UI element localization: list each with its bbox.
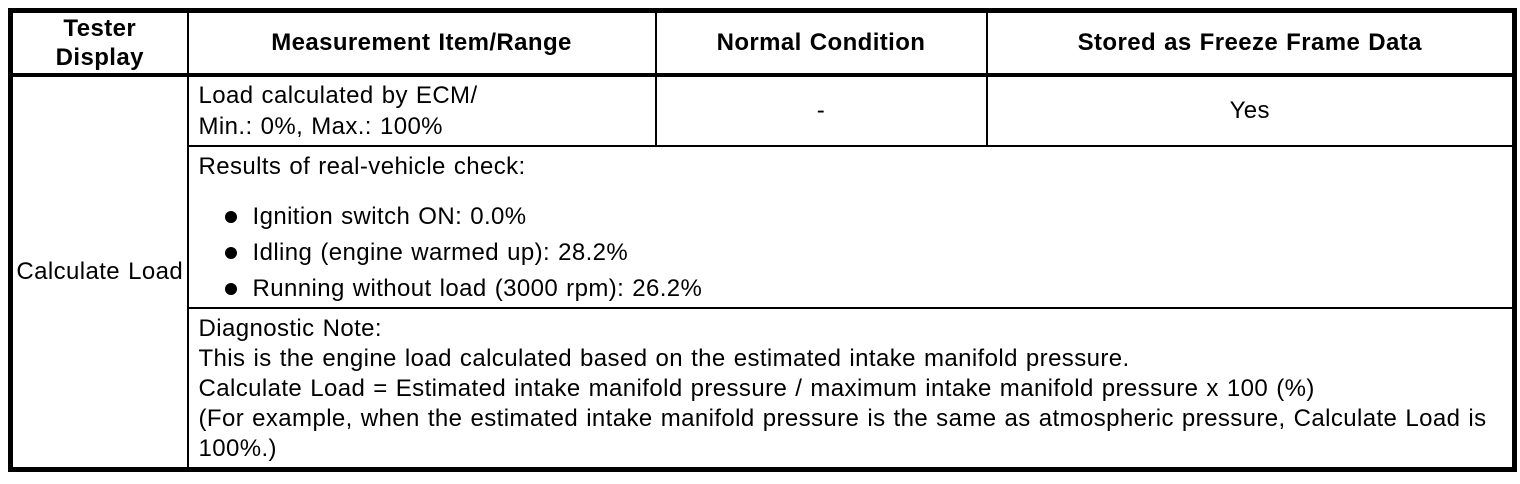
diagnostic-note-cell: Diagnostic Note: This is the engine load… (186, 306, 1516, 471)
freeze-frame-cell: Yes (985, 73, 1516, 147)
column-header-measurement-item-range: Measurement Item/Range (186, 9, 657, 77)
tester-display-cell: Calculate Load (9, 73, 189, 471)
bullet-icon (224, 246, 237, 259)
table-row-diagnostic-note: Diagnostic Note: This is the engine load… (11, 306, 1516, 471)
results-bullet-list: Ignition switch ON: 0.0% Idling (engine … (199, 199, 1503, 306)
tester-data-table: Tester Display Measurement Item/Range No… (8, 8, 1517, 472)
table-header-row: Tester Display Measurement Item/Range No… (9, 9, 1516, 77)
column-header-tester-display: Tester Display (9, 9, 189, 77)
measurement-line-2: Min.: 0%, Max.: 100% (198, 112, 443, 140)
bullet-text-idling: Idling (engine warmed up): 28.2% (252, 238, 629, 266)
bullet-text-ignition-on: Ignition switch ON: 0.0% (252, 202, 527, 230)
note-line-example: (For example, when the estimated intake … (198, 404, 1487, 432)
list-item: Ignition switch ON: 0.0% (199, 199, 1503, 235)
list-item: Idling (engine warmed up): 28.2% (199, 235, 1503, 271)
bullet-icon (224, 210, 237, 223)
results-title: Results of real-vehicle check: (198, 152, 526, 180)
list-item: Running without load (3000 rpm): 26.2% (199, 271, 1503, 306)
real-vehicle-check-cell: Results of real-vehicle check: Ignition … (186, 144, 1516, 309)
column-header-freeze-frame-data: Stored as Freeze Frame Data (985, 9, 1516, 77)
bullet-icon (224, 282, 237, 295)
table-row-main: Calculate Load Load calculated by ECM/ M… (9, 73, 1516, 471)
normal-condition-cell: - (654, 73, 988, 147)
note-line-example-continued: 100%.) (198, 434, 277, 462)
measurement-line-1: Load calculated by ECM/ (198, 81, 478, 109)
measurement-item-cell: Load calculated by ECM/ Min.: 0%, Max.: … (186, 73, 657, 147)
bullet-text-running-no-load: Running without load (3000 rpm): 26.2% (252, 274, 703, 302)
column-header-normal-condition: Normal Condition (654, 9, 988, 77)
note-line-description: This is the engine load calculated based… (198, 344, 1130, 372)
note-line-formula: Calculate Load = Estimated intake manifo… (198, 374, 1315, 402)
table-row-results: Results of real-vehicle check: Ignition … (11, 144, 1516, 309)
note-line-title: Diagnostic Note: (198, 314, 382, 342)
